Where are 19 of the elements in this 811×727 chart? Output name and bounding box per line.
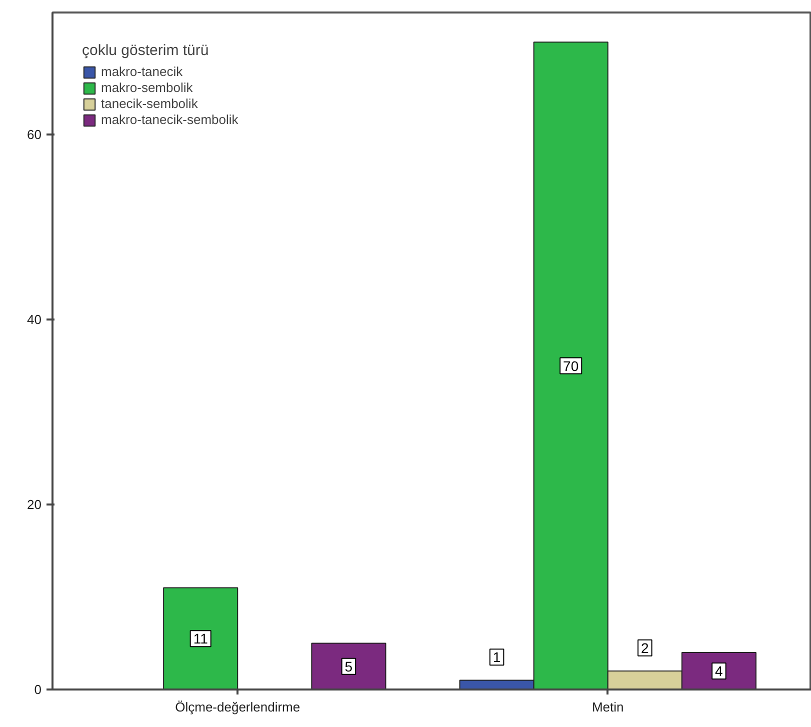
data-label: 11 (193, 630, 208, 647)
y-tick-label: 20 (27, 497, 42, 512)
data-label: 1 (492, 649, 501, 666)
legend-label: tanecik-sembolik (101, 96, 198, 111)
bar (311, 642, 386, 690)
x-tick-label: Metin (592, 700, 624, 714)
y-tick-label: 40 (27, 312, 42, 328)
legend-label: makro-sembolik (101, 80, 193, 95)
bar (163, 587, 238, 690)
legend-label: makro-tanecik-sembolik (101, 112, 238, 127)
y-tick-label: 0 (34, 682, 42, 697)
data-label: 2 (640, 640, 649, 656)
data-label: 70 (563, 358, 579, 374)
data-label: 5 (344, 658, 353, 674)
legend-title: çoklu gösterim türü (82, 42, 210, 59)
data-label: 4 (715, 663, 724, 680)
legend-label: makro-tanecik (101, 64, 183, 79)
y-tick-label: 60 (27, 127, 42, 142)
x-tick-label: Ölçme-değerlendirme (175, 700, 300, 714)
